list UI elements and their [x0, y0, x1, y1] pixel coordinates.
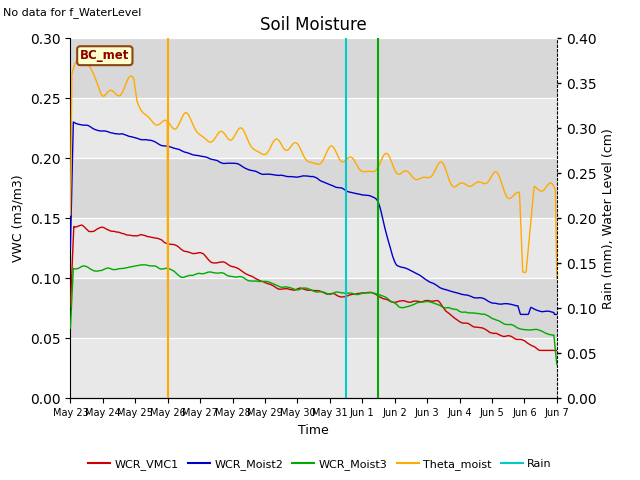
Bar — [70, 278, 557, 338]
Bar — [70, 38, 557, 98]
Bar — [70, 98, 557, 158]
Legend: WCR_VMC1, WCR_Moist2, WCR_Moist3, Theta_moist, Rain: WCR_VMC1, WCR_Moist2, WCR_Moist3, Theta_… — [84, 455, 556, 474]
Text: No data for f_WaterLevel: No data for f_WaterLevel — [3, 7, 141, 18]
Bar — [70, 218, 557, 278]
Y-axis label: VWC (m3/m3): VWC (m3/m3) — [12, 175, 24, 262]
Text: BC_met: BC_met — [80, 49, 129, 62]
Y-axis label: Rain (mm), Water Level (cm): Rain (mm), Water Level (cm) — [602, 128, 615, 309]
Title: Soil Moisture: Soil Moisture — [260, 16, 367, 34]
Bar — [70, 158, 557, 218]
Bar — [70, 338, 557, 398]
X-axis label: Time: Time — [298, 424, 329, 437]
